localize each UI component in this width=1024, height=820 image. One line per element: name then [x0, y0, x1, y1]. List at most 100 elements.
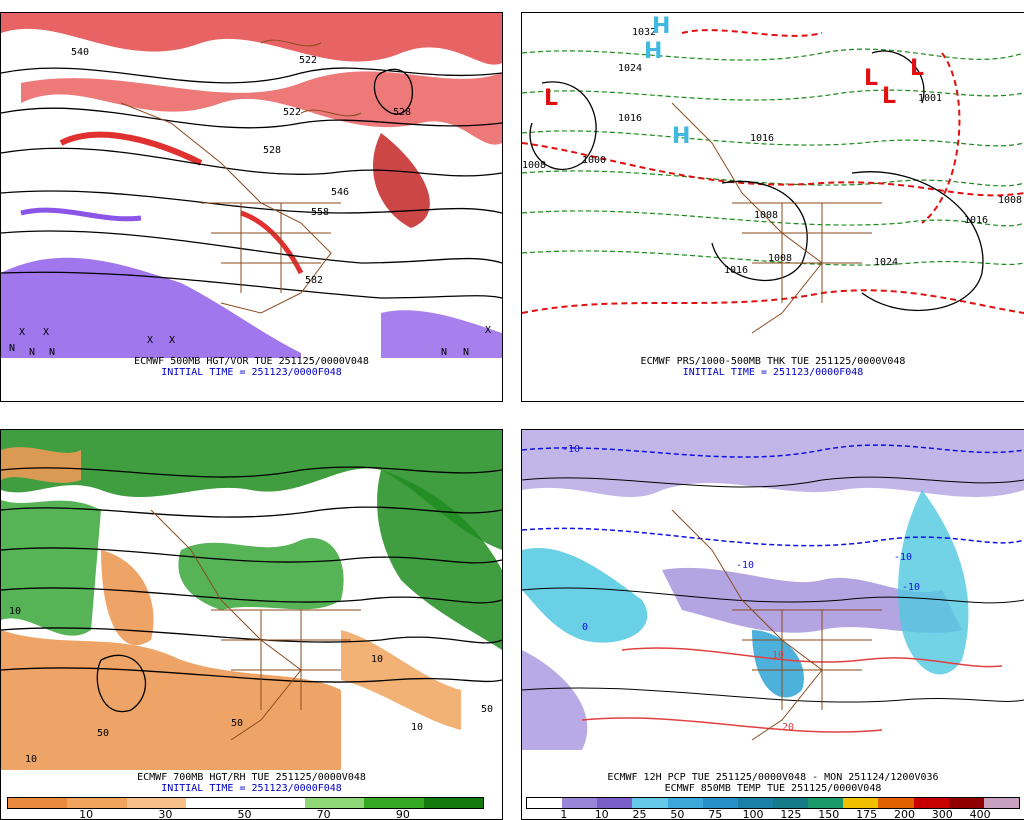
map-prs-thk: 1032 1024 1016 1008 1000 1016 1008 1024 …	[522, 14, 1024, 334]
colorbar-tick-label: 10	[79, 808, 94, 820]
colorbar-swatch	[843, 798, 879, 808]
colorbar-swatch	[245, 798, 305, 808]
map-pcp-temp: -10 -10 -10 0 -10 10 20	[522, 430, 1024, 750]
colorbar-swatch	[304, 798, 365, 808]
rh-label: 10	[411, 722, 423, 733]
colorbar-tick-label: 200	[893, 808, 915, 820]
colorbar-swatch	[737, 798, 773, 808]
political-borders	[671, 509, 882, 741]
political-borders	[120, 39, 362, 314]
colorbar-swatch	[772, 798, 809, 808]
isobar-label: 1024	[874, 257, 898, 268]
initial-time-label: INITIAL TIME = 251123/0000F048	[682, 367, 864, 378]
colorbar-swatch	[562, 798, 598, 808]
vorticity-shading	[1, 13, 502, 358]
isobar-label: 1016	[618, 113, 642, 124]
pcp-colorbar-ticks: 1 10 25 50 75 100 125 150 175 200 300 400	[526, 808, 1018, 819]
temp-label: -10	[894, 552, 912, 563]
height-contours	[1, 466, 502, 713]
precip-shading	[522, 430, 1024, 750]
initial-time-label: INITIAL TIME = 251123/0000F048	[161, 367, 342, 378]
isobar-label: 1024	[618, 63, 642, 74]
colorbar-swatch	[913, 798, 949, 808]
isobar-label: 1032	[632, 27, 656, 38]
colorbar-swatch	[67, 798, 127, 808]
low-marker: L	[910, 56, 924, 81]
colorbar-swatch	[948, 798, 984, 808]
rh-colorbar	[7, 797, 484, 809]
marker: X	[147, 335, 153, 346]
isobar-label: 1008	[768, 253, 792, 264]
high-marker: H	[672, 124, 690, 149]
temp-label: -10	[562, 444, 580, 455]
temp-label: -10	[736, 560, 754, 571]
temp-label: 20	[782, 722, 794, 733]
colorbar-tick-label: 125	[780, 808, 802, 820]
colorbar-swatch	[878, 798, 914, 808]
colorbar-swatch	[8, 798, 68, 808]
map-700mb: 10 10 50 50 10 50 10	[1, 430, 502, 770]
colorbar-tick-label: 150	[818, 808, 840, 820]
colorbar-tick-label: 50	[237, 808, 252, 820]
low-marker: L	[544, 86, 558, 111]
colorbar-swatch	[423, 798, 483, 808]
marker: N	[9, 343, 15, 354]
contour-label: 558	[311, 207, 329, 218]
colorbar-swatch	[597, 798, 633, 808]
initial-time-label: INITIAL TIME = 251123/0000F048	[161, 783, 342, 794]
panel-700mb-hgt-rh: 10 10 50 50 10 50 10 ECMWF 700MB HGT/RH …	[0, 429, 503, 820]
isobar-label: 1008	[522, 160, 546, 171]
political-borders	[150, 509, 361, 741]
rh-label: 50	[97, 728, 109, 739]
colorbar-tick-label: 100	[742, 808, 764, 820]
rh-label: 50	[481, 704, 493, 715]
rh-label: 10	[25, 754, 37, 765]
marker: N	[49, 347, 55, 358]
colorbar-swatch	[527, 798, 563, 808]
colorbar-swatch	[632, 798, 668, 808]
political-borders	[671, 102, 882, 334]
high-marker: H	[652, 14, 670, 39]
panel-500mb-hgt-vor: 540 522 522 528 528 546 558 582 X X X X …	[0, 12, 503, 402]
contour-label: 522	[299, 55, 317, 66]
colorbar-tick-label: 10	[594, 808, 609, 820]
colorbar-swatch	[667, 798, 703, 808]
high-marker: H	[644, 39, 662, 64]
colorbar-tick-label: 175	[856, 808, 878, 820]
colorbar-tick-label: 50	[670, 808, 685, 820]
panel-title: ECMWF 700MB HGT/RH TUE 251125/0000V048	[137, 772, 366, 783]
contour-label: 522	[283, 107, 301, 118]
contour-label: 540	[71, 47, 89, 58]
temperature-contours	[522, 444, 1024, 733]
low-marker: L	[864, 66, 878, 91]
colorbar-tick-label: 30	[158, 808, 173, 820]
panel-subtitle: ECMWF 850MB TEMP TUE 251125/0000V048	[664, 783, 882, 794]
isobar-label: 1016	[724, 265, 748, 276]
colorbar-tick-label: 25	[632, 808, 647, 820]
colorbar-swatch	[126, 798, 187, 808]
isobar-label: 1016	[964, 215, 988, 226]
rh-label: 10	[371, 654, 383, 665]
colorbar-swatch	[702, 798, 738, 808]
thickness-contours-green	[522, 48, 1024, 266]
rh-label: 50	[231, 718, 243, 729]
height-contours	[1, 67, 502, 299]
colorbar-tick-label: 75	[708, 808, 723, 820]
colorbar-tick-label: 90	[395, 808, 410, 820]
contour-label: 582	[305, 275, 323, 286]
rh-label: 10	[9, 606, 21, 617]
pressure-contours	[522, 476, 1024, 703]
marker: N	[29, 347, 35, 358]
isobar-label: 1016	[750, 133, 774, 144]
colorbar-swatch	[364, 798, 424, 808]
colorbar-swatch	[983, 798, 1019, 808]
colorbar-tick-label: 1	[560, 808, 568, 820]
contour-label: 528	[393, 107, 411, 118]
marker: X	[19, 327, 25, 338]
marker: N	[441, 347, 447, 358]
map-500mb: 540 522 522 528 528 546 558 582 X X X X …	[1, 13, 502, 358]
contour-label: 546	[331, 187, 349, 198]
panel-title: ECMWF 12H PCP TUE 251125/0000V048 - MON …	[607, 772, 939, 783]
panel-pcp-850-temp: -10 -10 -10 0 -10 10 20 ECMWF 12H PCP TU…	[521, 429, 1024, 820]
colorbar-swatch	[808, 798, 844, 808]
